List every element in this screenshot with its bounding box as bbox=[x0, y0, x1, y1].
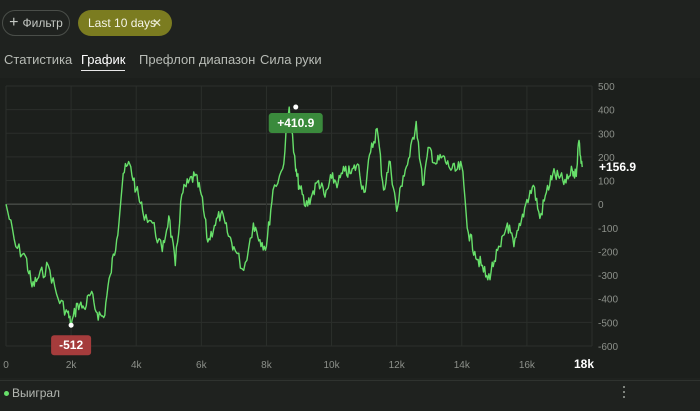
y-tick-label: -400 bbox=[598, 295, 618, 306]
annotation-badge bbox=[51, 335, 92, 356]
tab-bar: Статистика График Префлоп диапазон Сила … bbox=[0, 52, 700, 74]
annotation-point bbox=[293, 104, 299, 110]
y-tick-label: 0 bbox=[598, 200, 604, 211]
series-line bbox=[5, 106, 583, 328]
filter-label: Фильтр bbox=[22, 16, 63, 30]
tab-preflop-range[interactable]: Префлоп диапазон bbox=[139, 52, 256, 67]
y-tick-label: -200 bbox=[598, 247, 618, 258]
legend-row: Выиграл bbox=[0, 380, 700, 406]
tab-graph[interactable]: График bbox=[81, 52, 126, 71]
x-tick-label: 12k bbox=[389, 360, 406, 371]
x-tick-label: 6k bbox=[196, 360, 208, 371]
annotation-label: -512 bbox=[59, 338, 83, 352]
x-tick-label: 8k bbox=[261, 360, 273, 371]
x-tick-label: 0 bbox=[3, 360, 9, 371]
y-tick-label: 100 bbox=[598, 177, 615, 188]
x-tick-label: 18k bbox=[574, 357, 594, 371]
filter-button[interactable]: + Фильтр bbox=[2, 10, 70, 36]
profit-chart: 500 400 300 200 100 0 -100 -200 -300 -400 -500 -600… bbox=[0, 78, 700, 378]
y-tick-label: 300 bbox=[598, 129, 615, 140]
toolbar: + Фильтр Last 10 days ✕ bbox=[0, 10, 700, 36]
annotation-badge bbox=[268, 113, 323, 134]
tab-statistics[interactable]: Статистика bbox=[4, 52, 73, 67]
end-value-label: +156.9 bbox=[599, 160, 636, 174]
legend-item-won[interactable]: Выиграл bbox=[4, 386, 60, 400]
plus-icon: + bbox=[9, 14, 19, 31]
y-tick-label: 400 bbox=[598, 106, 615, 117]
annotation-label: +410.9 bbox=[277, 116, 314, 130]
x-tick-label: 14k bbox=[454, 360, 471, 371]
date-range-chip[interactable]: Last 10 days ✕ bbox=[78, 10, 172, 36]
annotation-point bbox=[68, 322, 74, 328]
legend-label: Выиграл bbox=[12, 386, 61, 400]
y-tick-label: 200 bbox=[598, 153, 615, 164]
x-tick-label: 10k bbox=[323, 360, 340, 371]
x-tick-label: 16k bbox=[519, 360, 536, 371]
chart-svg: 500 400 300 200 100 0 -100 -200 -300 -400 -500 -600… bbox=[3, 82, 636, 371]
y-tick-label: -500 bbox=[598, 318, 618, 329]
legend-dot-icon bbox=[4, 391, 9, 397]
x-tick-label: 2k bbox=[66, 360, 78, 371]
chip-label: Last 10 days bbox=[88, 16, 157, 30]
more-vertical-icon[interactable] bbox=[618, 383, 630, 399]
y-tick-label: -100 bbox=[598, 224, 618, 235]
x-tick-label: 4k bbox=[131, 360, 143, 371]
y-tick-label: 500 bbox=[598, 82, 615, 93]
close-icon[interactable]: ✕ bbox=[151, 16, 162, 30]
y-tick-label: -600 bbox=[598, 342, 618, 353]
tab-hand-strength[interactable]: Сила руки bbox=[260, 52, 322, 67]
y-tick-label: -300 bbox=[598, 271, 618, 282]
